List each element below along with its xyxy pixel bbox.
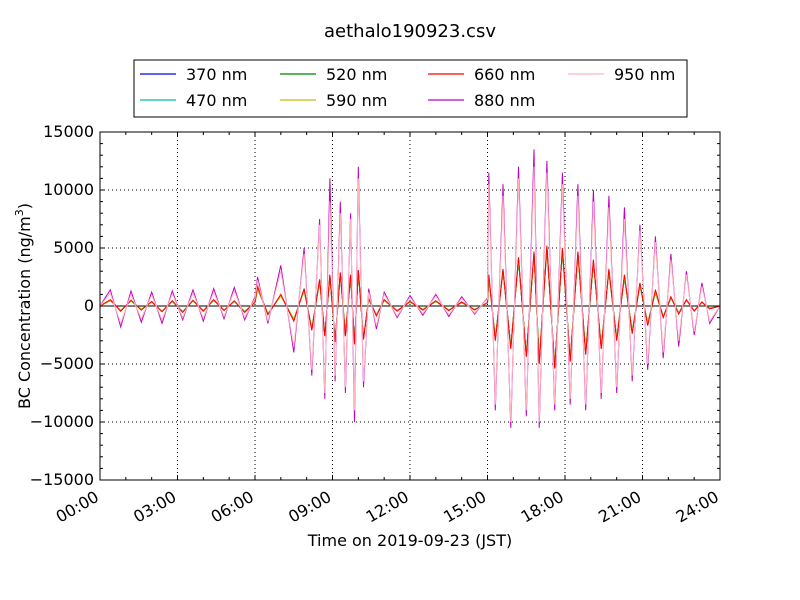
y-tick-label: 0	[84, 296, 94, 315]
x-tick-label: 21:00	[595, 487, 644, 527]
x-tick-label: 24:00	[673, 487, 722, 527]
x-tick-label: 18:00	[518, 487, 567, 527]
legend-box	[133, 59, 688, 118]
x-tick-label: 00:00	[53, 487, 102, 527]
x-axis-label: Time on 2019-09-23 (JST)	[307, 531, 512, 550]
y-axis-label-tail: )	[15, 203, 34, 209]
x-tick-label: 06:00	[208, 487, 257, 527]
legend-item: 950 nm	[568, 65, 675, 84]
y-tick-label: −5000	[40, 354, 94, 373]
series-layer	[99, 149, 721, 428]
legend-item: 470 nm	[140, 91, 247, 110]
legend-label: 880 nm	[474, 91, 535, 110]
grid	[100, 132, 720, 480]
y-tick-label: 15000	[43, 122, 94, 141]
x-tick-label: 12:00	[363, 487, 412, 527]
legend: 370 nm 470 nm 520 nm 590 nm 660 nm 880 nm 950 …	[133, 59, 688, 118]
x-tick-label: 03:00	[130, 487, 179, 527]
y-axis-label-sup: 3	[13, 209, 26, 216]
legend-label: 470 nm	[186, 91, 247, 110]
legend-item: 520 nm	[280, 65, 387, 84]
legend-item: 660 nm	[428, 65, 535, 84]
y-tick-label: −15000	[30, 470, 94, 489]
y-tick-label: −10000	[30, 412, 94, 431]
legend-item: 880 nm	[428, 91, 535, 110]
legend-item: 370 nm	[140, 65, 247, 84]
legend-label: 370 nm	[186, 65, 247, 84]
x-tick-label: 09:00	[285, 487, 334, 527]
legend-label: 590 nm	[326, 91, 387, 110]
legend-label: 660 nm	[474, 65, 535, 84]
chart-title: aethalo190923.csv	[324, 21, 496, 42]
legend-label: 950 nm	[614, 65, 675, 84]
y-axis-label-base: BC Concentration (ng/m	[15, 216, 34, 409]
y-tick-label: 5000	[53, 238, 94, 257]
y-axis-label: BC Concentration (ng/m3)	[13, 203, 34, 409]
series-line-950-nm	[99, 166, 721, 423]
legend-item: 590 nm	[280, 91, 387, 110]
y-tick-label: 10000	[43, 180, 94, 199]
x-tick-label: 15:00	[440, 487, 489, 527]
legend-label: 520 nm	[326, 65, 387, 84]
